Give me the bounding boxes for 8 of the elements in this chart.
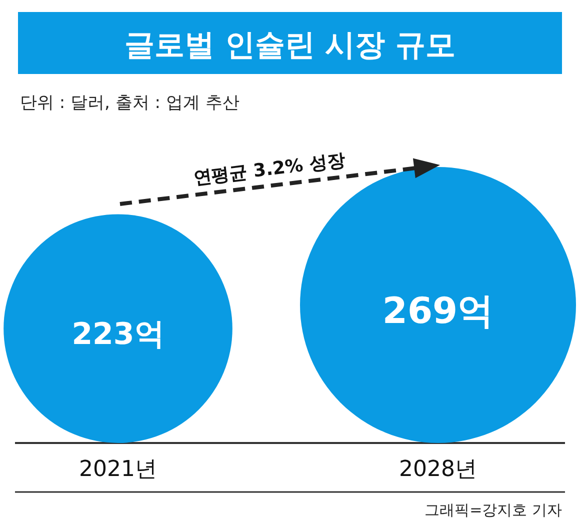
text: 연평균 3.2% 성장 [192, 150, 346, 190]
data-label: 223억 [72, 317, 164, 352]
category-label: 2028년 [399, 457, 477, 482]
data-label: 269억 [382, 290, 494, 332]
text: 글로벌 인슐린 시장 규모 [124, 28, 456, 63]
text: 그래픽=강지호 기자 [424, 501, 562, 519]
text: 단위 : 달러, 출처 : 업계 추산 [20, 93, 240, 113]
category-label: 2021년 [79, 457, 157, 482]
